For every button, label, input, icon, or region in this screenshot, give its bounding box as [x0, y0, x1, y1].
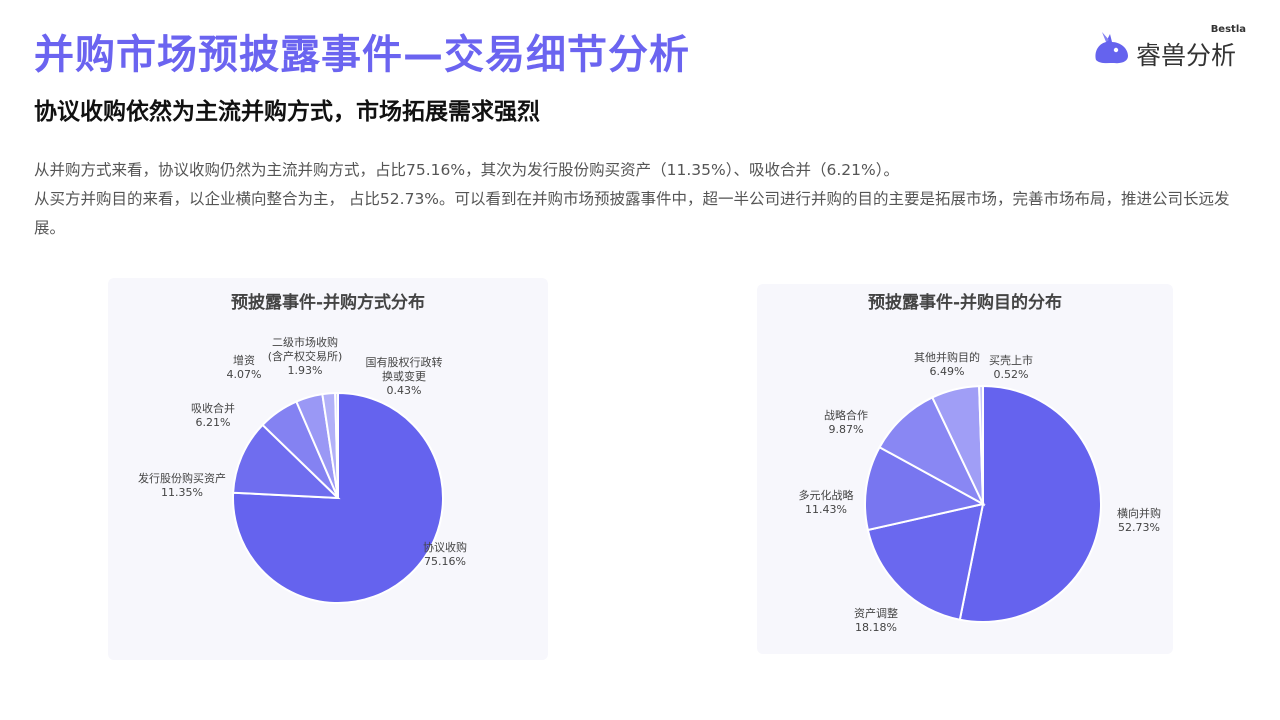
- slice-label-4: 其他并购目的 6.49%: [914, 350, 980, 378]
- pie-slice-0: [232, 391, 444, 604]
- pie-slice-0: [958, 384, 1102, 623]
- slice-label-0: 横向并购 52.73%: [1117, 506, 1161, 534]
- slice-label-3: 战略合作 9.87%: [824, 408, 868, 436]
- chart-card-method: 预披露事件-并购方式分布 协议收购 75.16% 发行股份购买资产 11.35% 吸收合…: [108, 278, 548, 660]
- slice-label-0: 协议收购 75.16%: [423, 540, 467, 568]
- slice-label-4: 二级市场收购(含产权交易所) 1.93%: [268, 335, 343, 377]
- body-text: 从并购方式来看，协议收购仍然为主流并购方式，占比75.16%，其次为发行股份购买…: [34, 156, 1249, 243]
- slice-label-5: 国有股权行政转换或变更 0.43%: [366, 355, 443, 397]
- chart-title-method: 预披露事件-并购方式分布: [230, 293, 426, 313]
- pie-slice-3: [878, 396, 986, 507]
- pie-slice-1: [866, 502, 985, 621]
- pie-chart-method: 协议收购 75.16% 发行股份购买资产 11.35% 吸收合并 6.21% 增资 4.07%…: [138, 335, 467, 604]
- logo-english-text: Bestla: [1210, 24, 1246, 35]
- unicorn-logo-icon: [1095, 32, 1128, 64]
- page-subtitle: 协议收购依然为主流并购方式，市场拓展需求强烈: [34, 99, 540, 125]
- slice-label-5: 买壳上市 0.52%: [989, 353, 1033, 381]
- page-title: 并购市场预披露事件—交易细节分析: [34, 32, 690, 78]
- pie-chart-purpose: 横向并购 52.73% 资产调整 18.18% 多元化战略 11.43% 战略合作 9.87%…: [799, 350, 1162, 634]
- slice-label-2: 多元化战略 11.43%: [799, 488, 854, 516]
- pie-slice-1: [232, 423, 341, 500]
- slice-label-2: 吸收合并 6.21%: [191, 401, 235, 429]
- chart-title-purpose: 预披露事件-并购目的分布: [867, 293, 1063, 313]
- body-paragraph-1: 从并购方式来看，协议收购仍然为主流并购方式，占比75.16%，其次为发行股份购买…: [34, 161, 899, 179]
- chart-card-purpose: 预披露事件-并购目的分布 横向并购 52.73% 资产调整 18.18% 多元化战略 11…: [757, 284, 1173, 654]
- slice-label-1: 发行股份购买资产 11.35%: [138, 471, 226, 499]
- body-paragraph-2: 从买方并购目的来看，以企业横向整合为主， 占比52.73%。可以看到在并购市场预…: [34, 190, 1230, 237]
- slice-label-1: 资产调整 18.18%: [854, 606, 898, 634]
- pie-slice-5: [334, 391, 339, 499]
- pie-slice-2: [864, 445, 986, 532]
- brand-logo: Bestla 睿兽分析: [1092, 24, 1252, 70]
- logo-chinese-text: 睿兽分析: [1136, 41, 1237, 70]
- pie-slice-5: [978, 384, 984, 505]
- slice-label-3: 增资 4.07%: [227, 353, 262, 381]
